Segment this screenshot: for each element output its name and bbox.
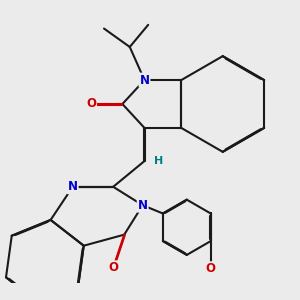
Text: N: N <box>68 180 78 193</box>
Text: N: N <box>138 199 148 212</box>
Text: H: H <box>154 156 163 166</box>
Text: N: N <box>140 74 149 87</box>
Text: O: O <box>108 261 118 274</box>
Text: O: O <box>206 262 216 275</box>
Text: O: O <box>86 98 96 110</box>
